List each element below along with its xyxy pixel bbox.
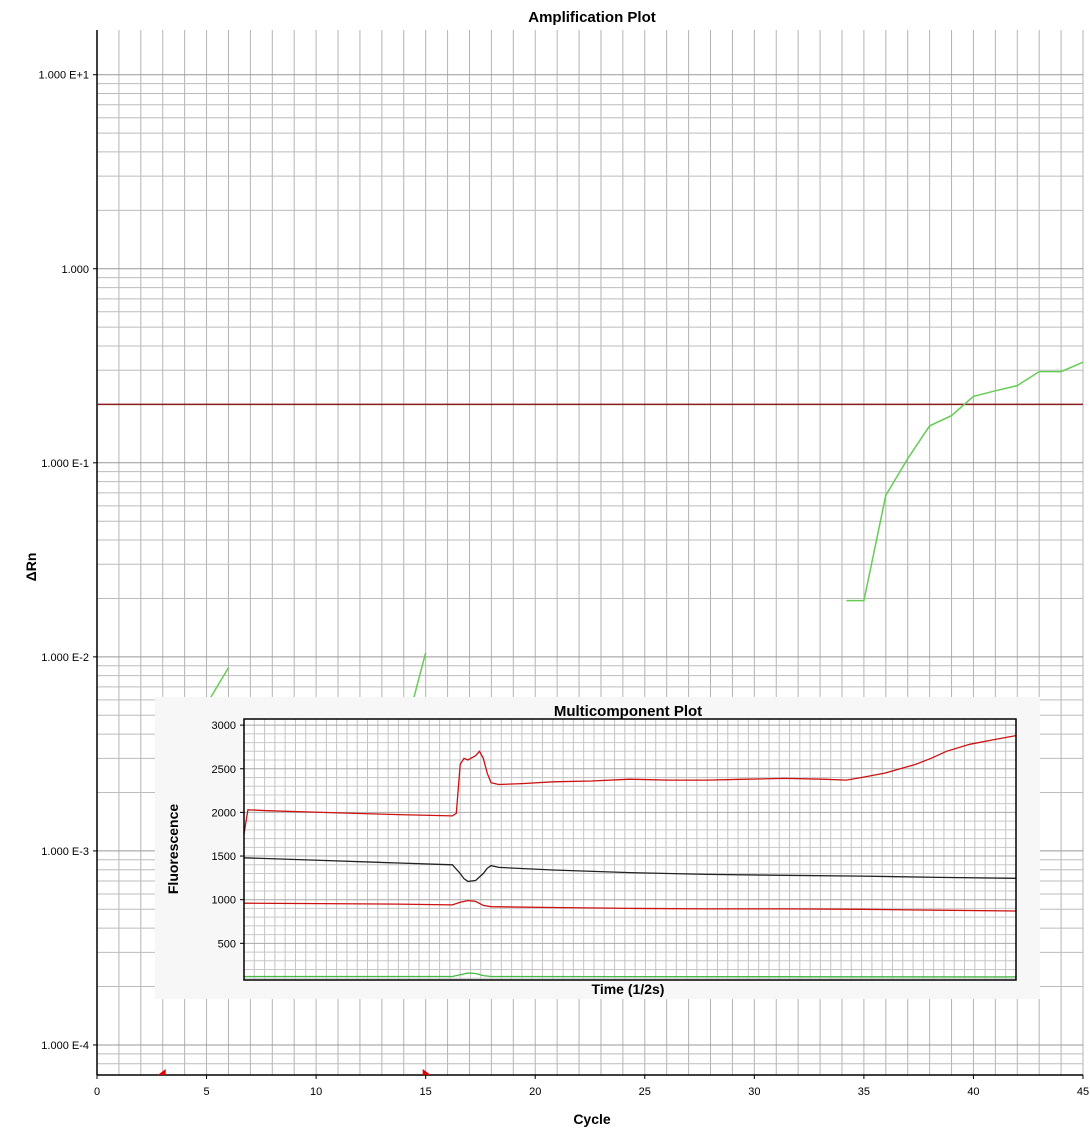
- mc-axes: [243, 718, 1017, 981]
- mc-plot-area: [244, 719, 1016, 980]
- amp-y-tick-label: 1.000: [61, 264, 89, 276]
- mc-y-tick-label: 1000: [212, 895, 236, 907]
- amp-title: Amplification Plot: [528, 9, 656, 26]
- mc-y-tick-label: 1500: [212, 851, 236, 863]
- mc-series-line-2: [243, 857, 1017, 883]
- amp-series-line-1: [846, 361, 1084, 602]
- amp-x-tick-label: 20: [529, 1086, 541, 1098]
- amp-y-tick-label: 1.000 E-1: [41, 458, 89, 470]
- baseline-start-marker: [157, 1069, 166, 1075]
- mc-series-line-3: [243, 899, 1017, 912]
- mc-series-line-4: [244, 972, 1017, 978]
- amp-series-line-3: [411, 652, 427, 703]
- amp-axes: [96, 30, 1083, 1076]
- amp-x-tick-label: 30: [748, 1086, 760, 1098]
- amp-tick-labels: 0 5 10 15 20 25 30 35 40 45 1.000 E+1 1.000 1.000 E-…: [39, 70, 1090, 1098]
- mc-series-group: [243, 734, 1017, 978]
- mc-series-line-1: [243, 734, 1017, 835]
- mc-y-tick-label: 500: [218, 938, 236, 950]
- amp-x-tick-label: 15: [420, 1086, 432, 1098]
- amp-x-tick-label: 10: [310, 1086, 322, 1098]
- amp-x-tick-label: 35: [858, 1086, 870, 1098]
- mc-title: Multicomponent Plot: [554, 703, 702, 720]
- amp-y-tick-label: 1.000 E+1: [39, 70, 89, 82]
- mc-y-tick-label: 2500: [212, 764, 236, 776]
- amp-y-axis-label: ΔRn: [23, 553, 39, 582]
- mc-y-tick-label: 3000: [212, 720, 236, 732]
- mc-frame: [243, 718, 1017, 981]
- multicomponent-inset: 500 1000 1500 2000 2500 3000 Multicomponent P…: [155, 697, 1040, 999]
- amp-y-tick-label: 1.000 E-3: [41, 846, 89, 858]
- amp-x-tick-label: 0: [94, 1086, 100, 1098]
- amp-x-tick-label: 40: [967, 1086, 979, 1098]
- amp-y-tick-label: 1.000 E-2: [41, 652, 89, 664]
- baseline-end-marker: [422, 1069, 431, 1075]
- mc-y-axis-label: Fluorescence: [165, 804, 181, 894]
- amp-x-tick-label: 5: [203, 1086, 209, 1098]
- amp-x-axis-label: Cycle: [573, 1111, 611, 1127]
- mc-y-tick-label: 2000: [212, 807, 236, 819]
- amp-y-tick-label: 1.000 E-4: [41, 1040, 89, 1052]
- amp-x-tick-label: 45: [1077, 1086, 1089, 1098]
- mc-x-axis-label: Time (1/2s): [592, 981, 665, 997]
- amp-x-tick-label: 25: [639, 1086, 651, 1098]
- mc-grid: [243, 719, 1017, 980]
- mc-tick-labels: 500 1000 1500 2000 2500 3000: [212, 720, 244, 950]
